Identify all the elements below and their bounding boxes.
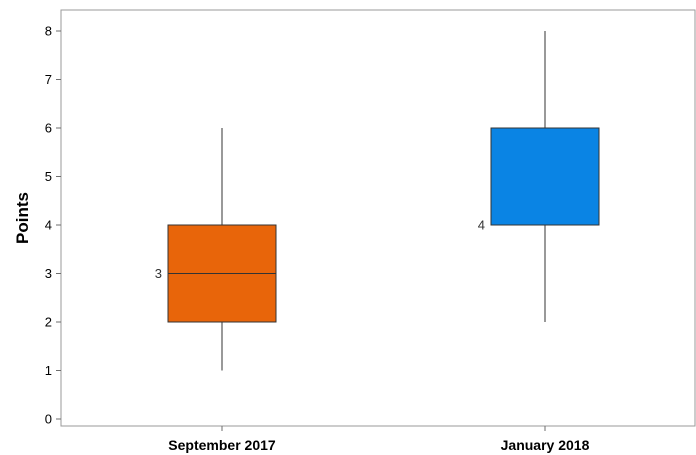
y-axis-title: Points xyxy=(13,192,32,244)
y-tick-label: 2 xyxy=(45,315,52,330)
x-category-label: January 2018 xyxy=(501,437,590,453)
box xyxy=(490,127,600,226)
y-tick-label: 5 xyxy=(45,169,52,184)
y-axis: 0 1 2 3 4 5 6 7 8 xyxy=(45,24,61,427)
y-tick-label: 4 xyxy=(45,218,52,233)
x-category-label: September 2017 xyxy=(168,437,276,453)
box-group: 4 xyxy=(478,31,600,322)
plot-area xyxy=(60,9,696,427)
y-tick-label: 6 xyxy=(45,121,52,136)
median-label: 4 xyxy=(478,218,485,233)
y-tick-label: 7 xyxy=(45,72,52,87)
y-tick-label: 3 xyxy=(45,266,52,281)
box-group: 3 xyxy=(155,128,277,371)
y-tick-label: 0 xyxy=(45,412,52,427)
median-label: 3 xyxy=(155,266,162,281)
x-axis: September 2017 January 2018 xyxy=(168,426,590,453)
y-tick-label: 8 xyxy=(45,24,52,39)
boxes: 34 xyxy=(155,31,600,371)
y-tick-label: 1 xyxy=(45,363,52,378)
